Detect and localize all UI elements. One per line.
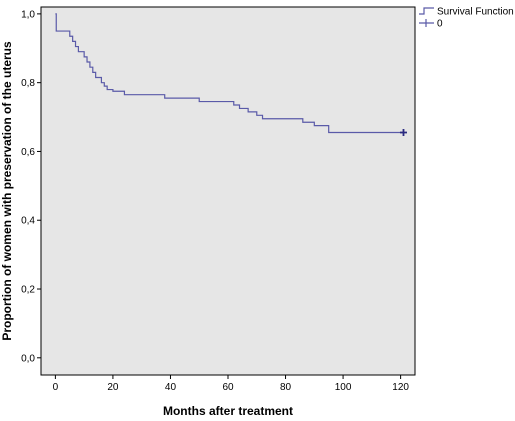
legend-plus-symbol: [419, 19, 434, 27]
x-tick-label: 40: [165, 382, 177, 393]
legend-label: 0: [437, 19, 443, 30]
censored-mark: [399, 129, 407, 137]
x-tick-label: 60: [222, 382, 234, 393]
y-axis-title: Proportion of women with preservation of…: [0, 41, 14, 341]
y-tick-label: 0,8: [21, 78, 35, 89]
plot-area: [40, 6, 416, 376]
x-tick-label: 0: [53, 382, 59, 393]
y-tick-label: 0,6: [21, 147, 35, 158]
legend-step-symbol: [419, 7, 434, 15]
y-tick-label: 0,0: [21, 353, 35, 364]
x-axis: 0 20 40 60 80 100 120: [53, 375, 409, 393]
series-layer: [55, 13, 407, 137]
x-axis-title: Months after treatment: [163, 404, 293, 418]
y-tick-label: 0,4: [21, 216, 35, 227]
x-tick-label: 100: [335, 382, 352, 393]
x-tick-label: 20: [107, 382, 119, 393]
y-tick-label: 0,2: [21, 285, 35, 296]
x-tick-label: 80: [280, 382, 292, 393]
survival-step-line: [55, 13, 404, 134]
legend-label: Survival Function: [437, 7, 514, 18]
y-tick-label: 1,0: [21, 9, 35, 20]
y-axis: 0,0 0,2 0,4 0,6 0,8 1,0: [21, 9, 41, 364]
x-tick-label: 120: [392, 382, 409, 393]
